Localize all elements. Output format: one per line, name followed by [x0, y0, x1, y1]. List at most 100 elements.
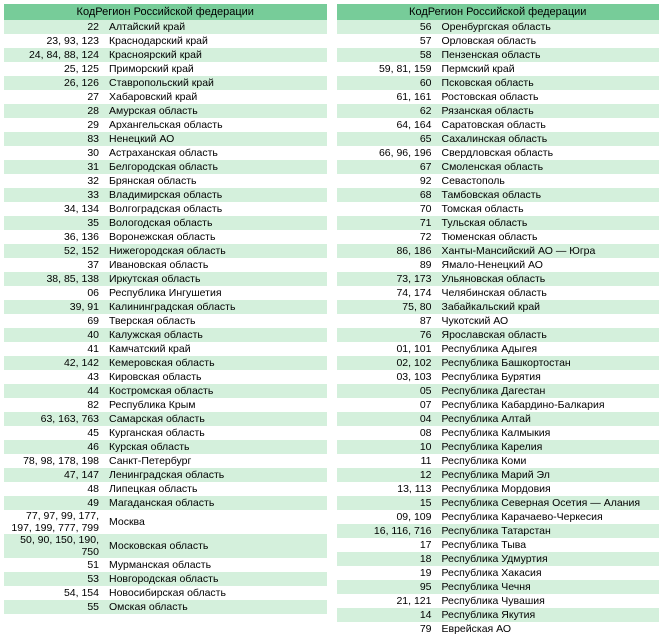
region-name: Московская область: [103, 540, 327, 552]
region-code: 41: [4, 343, 103, 355]
region-name: Тюменская область: [436, 231, 660, 243]
table-row: 60Псковская область: [337, 76, 660, 90]
region-code: 71: [337, 217, 436, 229]
region-name: Красноярский край: [103, 49, 327, 61]
region-code: 06: [4, 287, 103, 299]
region-name: Республика Якутия: [436, 609, 660, 621]
table-row: 57Орловская область: [337, 34, 660, 48]
table-row: 07Республика Кабардино-Балкария: [337, 398, 660, 412]
table-row: 37Ивановская область: [4, 258, 327, 272]
region-code: 54, 154: [4, 587, 103, 599]
region-code: 19: [337, 567, 436, 579]
region-name: Пензенская область: [436, 49, 660, 61]
table-row: 01, 101Республика Адыгея: [337, 342, 660, 356]
region-code: 37: [4, 259, 103, 271]
region-name: Республика Коми: [436, 455, 660, 467]
table-row: 66, 96, 196Свердловская область: [337, 146, 660, 160]
table-row: 44Костромская область: [4, 384, 327, 398]
region-name: Амурская область: [103, 105, 327, 117]
region-code: 18: [337, 553, 436, 565]
region-code: 29: [4, 119, 103, 131]
table-row: 03, 103Республика Бурятия: [337, 370, 660, 384]
region-code: 28: [4, 105, 103, 117]
table-row: 49Магаданская область: [4, 496, 327, 510]
region-name: Мурманская область: [103, 559, 327, 571]
region-name: Костромская область: [103, 385, 327, 397]
table-row: 72Тюменская область: [337, 230, 660, 244]
region-name: Ярославская область: [436, 329, 660, 341]
region-code: 33: [4, 189, 103, 201]
region-name: Республика Башкортостан: [436, 357, 660, 369]
region-code: 30: [4, 147, 103, 159]
table-row: 24, 84, 88, 124Красноярский край: [4, 48, 327, 62]
region-code: 58: [337, 49, 436, 61]
table-row: 02, 102Республика Башкортостан: [337, 356, 660, 370]
region-name: Краснодарский край: [103, 35, 327, 47]
region-code: 26, 126: [4, 77, 103, 89]
table-row: 87Чукотский АО: [337, 314, 660, 328]
region-name: Республика Кабардино-Балкария: [436, 399, 660, 411]
table-row: 45Курганская область: [4, 426, 327, 440]
region-code: 57: [337, 35, 436, 47]
region-name: Курская область: [103, 441, 327, 453]
region-code: 07: [337, 399, 436, 411]
table-row: 28Амурская область: [4, 104, 327, 118]
region-code: 89: [337, 259, 436, 271]
region-code: 34, 134: [4, 203, 103, 215]
region-code: 60: [337, 77, 436, 89]
region-code: 76: [337, 329, 436, 341]
table-row: 89Ямало-Ненецкий АО: [337, 258, 660, 272]
region-code: 15: [337, 497, 436, 509]
region-name: Белгородская область: [103, 161, 327, 173]
table-row: 11Республика Коми: [337, 454, 660, 468]
table-row: 69Тверская область: [4, 314, 327, 328]
region-name: Тамбовская область: [436, 189, 660, 201]
region-name: Республика Тыва: [436, 539, 660, 551]
region-code: 68: [337, 189, 436, 201]
region-code: 35: [4, 217, 103, 229]
region-code: 43: [4, 371, 103, 383]
table-wrap: КодРегион Российской федерации 22Алтайск…: [4, 4, 659, 636]
region-code: 74, 174: [337, 287, 436, 299]
table-row: 34, 134Волгоградская область: [4, 202, 327, 216]
region-name: Республика Ингушетия: [103, 287, 327, 299]
region-name: Томская область: [436, 203, 660, 215]
region-name: Республика Карачаево-Черкесия: [436, 511, 660, 523]
region-code: 55: [4, 601, 103, 613]
table-row: 19Республика Хакасия: [337, 566, 660, 580]
region-code: 05: [337, 385, 436, 397]
table-row: 70Томская область: [337, 202, 660, 216]
region-code: 95: [337, 581, 436, 593]
region-code: 82: [4, 399, 103, 411]
region-name: Волгоградская область: [103, 203, 327, 215]
region-code: 78, 98, 178, 198: [4, 455, 103, 467]
left-column: КодРегион Российской федерации 22Алтайск…: [4, 4, 327, 636]
table-row: 15Республика Северная Осетия — Алания: [337, 496, 660, 510]
table-row: 56Оренбургская область: [337, 20, 660, 34]
region-name: Брянская область: [103, 175, 327, 187]
region-name: Астраханская область: [103, 147, 327, 159]
region-code: 42, 142: [4, 357, 103, 369]
region-name: Москва: [103, 516, 327, 528]
region-name: Ульяновская область: [436, 273, 660, 285]
table-row: 46Курская область: [4, 440, 327, 454]
table-row: 43Кировская область: [4, 370, 327, 384]
region-name: Республика Чувашия: [436, 595, 660, 607]
table-row: 79Еврейская АО: [337, 622, 660, 636]
region-code: 44: [4, 385, 103, 397]
table-row: 32Брянская область: [4, 174, 327, 188]
region-code: 52, 152: [4, 245, 103, 257]
region-code: 36, 136: [4, 231, 103, 243]
region-name: Ивановская область: [103, 259, 327, 271]
table-row: 71Тульская область: [337, 216, 660, 230]
region-name: Еврейская АО: [436, 623, 660, 635]
region-name: Республика Калмыкия: [436, 427, 660, 439]
region-name: Орловская область: [436, 35, 660, 47]
region-name: Сахалинская область: [436, 133, 660, 145]
table-row: 42, 142Кемеровская область: [4, 356, 327, 370]
region-name: Владимирская область: [103, 189, 327, 201]
table-row: 48Липецкая область: [4, 482, 327, 496]
table-row: 63, 163, 763Самарская область: [4, 412, 327, 426]
region-code: 63, 163, 763: [4, 413, 103, 425]
region-code: 16, 116, 716: [337, 525, 436, 537]
